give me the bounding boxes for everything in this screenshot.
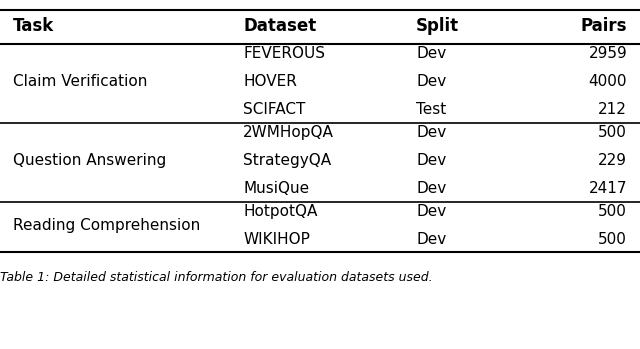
Text: Test: Test — [416, 103, 446, 118]
Text: WIKIHOP: WIKIHOP — [243, 232, 310, 247]
Text: Dev: Dev — [416, 74, 446, 89]
Text: 500: 500 — [598, 203, 627, 218]
Text: 229: 229 — [598, 153, 627, 168]
Text: MusiQue: MusiQue — [243, 181, 309, 196]
Text: StrategyQA: StrategyQA — [243, 153, 332, 168]
Text: HOVER: HOVER — [243, 74, 297, 89]
Text: Reading Comprehension: Reading Comprehension — [13, 218, 200, 233]
Text: Table 1: Detailed statistical information for evaluation datasets used.: Table 1: Detailed statistical informatio… — [0, 272, 433, 284]
Text: Dev: Dev — [416, 181, 446, 196]
Text: Task: Task — [13, 17, 54, 35]
Text: 500: 500 — [598, 125, 627, 140]
Text: 212: 212 — [598, 103, 627, 118]
Text: Dev: Dev — [416, 46, 446, 61]
Text: Question Answering: Question Answering — [13, 153, 166, 168]
Text: 4000: 4000 — [589, 74, 627, 89]
Text: Dev: Dev — [416, 203, 446, 218]
Text: Dev: Dev — [416, 153, 446, 168]
Text: Claim Verification: Claim Verification — [13, 74, 147, 89]
Text: 2417: 2417 — [589, 181, 627, 196]
Text: 2WMHopQA: 2WMHopQA — [243, 125, 334, 140]
Text: 500: 500 — [598, 232, 627, 247]
Text: Pairs: Pairs — [580, 17, 627, 35]
Text: 2959: 2959 — [588, 46, 627, 61]
Text: FEVEROUS: FEVEROUS — [243, 46, 325, 61]
Text: Dataset: Dataset — [243, 17, 316, 35]
Text: SCIFACT: SCIFACT — [243, 103, 305, 118]
Text: HotpotQA: HotpotQA — [243, 203, 317, 218]
Text: Split: Split — [416, 17, 459, 35]
Text: Dev: Dev — [416, 125, 446, 140]
Text: Dev: Dev — [416, 232, 446, 247]
